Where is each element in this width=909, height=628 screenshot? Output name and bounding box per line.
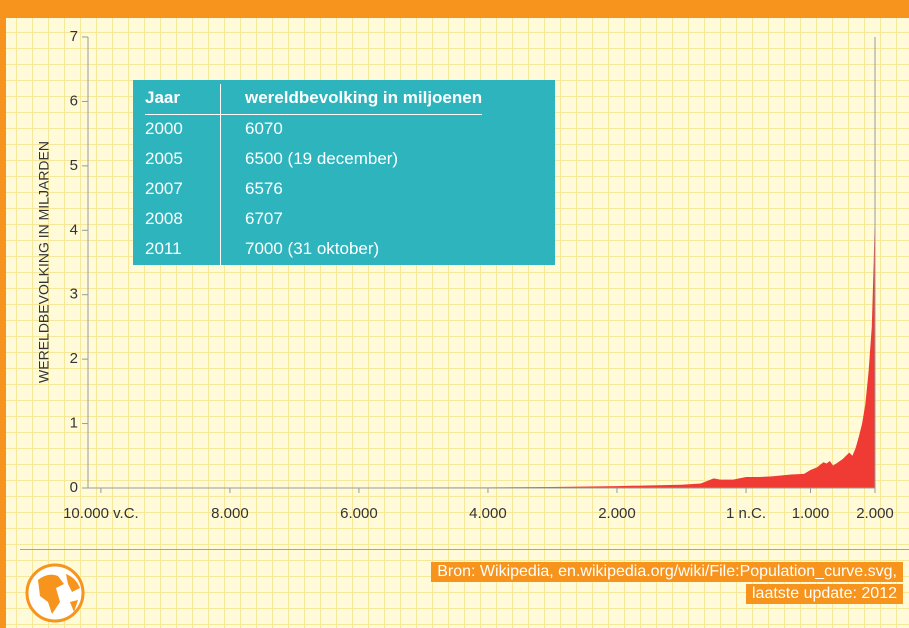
x-tick-label: 2.000 [598,505,636,522]
table-row: 2008 6707 [145,205,482,235]
table-cell: 6576 [245,179,283,198]
table-row: 2000 6070 [145,114,482,145]
table-cell: 7000 (31 oktober) [245,239,380,258]
y-tick-label: 0 [70,479,78,496]
table-row: 2011 7000 (31 oktober) [145,235,482,265]
table-cell: 2005 [145,145,221,175]
table-row: 2007 6576 [145,175,482,205]
y-axis-label: WERELDBEVOLKING IN MILJARDEN [36,141,52,383]
table: Jaar wereldbevolking in miljoenen 2000 6070… [145,84,483,265]
y-tick-label: 5 [70,157,78,174]
y-tick-label: 1 [70,415,78,432]
y-tick-label: 3 [70,286,78,303]
y-tick-label: 2 [70,350,78,367]
x-tick-label: 6.000 [340,505,378,522]
table-cell: 6070 [245,119,283,138]
y-tick-label: 6 [70,92,78,109]
table-cell: 6707 [245,209,283,228]
source-line: laatste update: 2012 [745,584,903,604]
x-tick-label: 1 n.C. [726,505,766,522]
data-table: Jaar wereldbevolking in miljoenen 2000 6070… [133,80,555,265]
y-tick-label: 4 [70,221,78,238]
x-tick-label: 10.000 v.C. [63,505,139,522]
table-cell: 6500 (19 december) [245,149,399,168]
left-bar [0,0,6,628]
source: Bron: Wikipedia, en.wikipedia.org/wiki/F… [431,562,903,606]
globe-icon [25,563,85,623]
table-cell: 2008 [145,205,221,235]
table-row: 2005 6500 (19 december) [145,145,482,175]
top-bar [0,0,909,18]
y-tick-label: 7 [70,28,78,45]
divider [20,549,909,550]
table-cell: 2007 [145,175,221,205]
table-header-cell: wereldbevolking in miljoenen [220,84,483,115]
x-tick-label: 8.000 [211,505,249,522]
table-header-cell: Jaar [145,84,221,115]
source-line: Bron: Wikipedia, en.wikipedia.org/wiki/F… [431,562,903,582]
x-tick-label: 2.000 [856,505,894,522]
x-tick-label: 1.000 [792,505,830,522]
x-tick-label: 4.000 [469,505,507,522]
table-cell: 2000 [145,114,221,145]
table-cell: 2011 [145,235,221,265]
